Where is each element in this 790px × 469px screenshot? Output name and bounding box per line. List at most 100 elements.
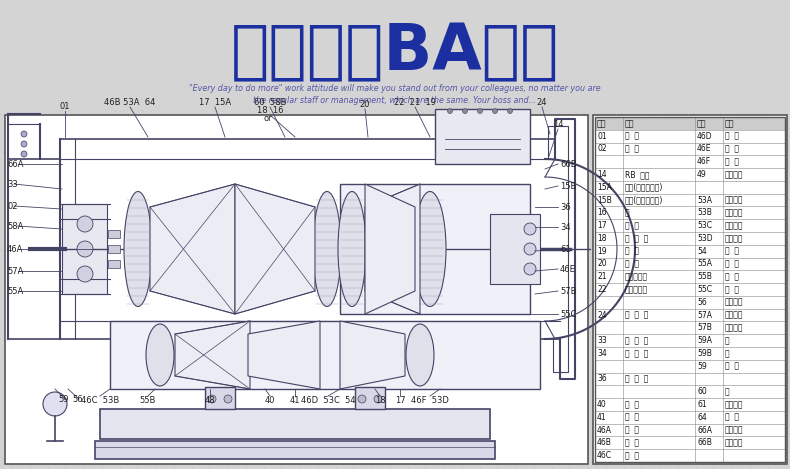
Text: 46B: 46B: [597, 439, 612, 447]
Text: 17  15A: 17 15A: [199, 98, 231, 107]
Text: 20: 20: [359, 100, 371, 109]
Text: 轴承(带轴向构限): 轴承(带轴向构限): [625, 183, 664, 192]
Text: 垫  圈: 垫 圈: [725, 272, 739, 281]
Text: 循  环  管: 循 环 管: [625, 349, 649, 358]
Polygon shape: [235, 184, 315, 314]
Circle shape: [77, 216, 93, 232]
Bar: [62, 204, 107, 294]
Circle shape: [208, 395, 216, 403]
Text: 转  子: 转 子: [625, 247, 639, 256]
Circle shape: [447, 108, 453, 113]
Text: 排  气  阀: 排 气 阀: [625, 374, 649, 384]
Text: 轴  套: 轴 套: [625, 221, 639, 230]
Text: 轴: 轴: [725, 387, 730, 396]
Text: 接  线  盒: 接 线 盒: [625, 310, 649, 319]
Text: 64: 64: [697, 413, 707, 422]
Text: 34: 34: [560, 222, 570, 232]
Text: 螺  栓: 螺 栓: [725, 132, 739, 141]
Circle shape: [492, 108, 498, 113]
Text: 55B: 55B: [697, 272, 712, 281]
Text: 序号: 序号: [697, 119, 706, 128]
Text: 46A: 46A: [7, 244, 24, 254]
Text: 机  脚: 机 脚: [625, 413, 639, 422]
Polygon shape: [340, 321, 405, 389]
Text: 盖  子: 盖 子: [725, 362, 739, 371]
Text: 57A: 57A: [7, 266, 24, 275]
Text: 66B: 66B: [560, 159, 577, 168]
Text: 61: 61: [560, 244, 570, 254]
Text: 推  力  盘: 推 力 盘: [625, 234, 649, 243]
Circle shape: [43, 392, 67, 416]
Text: 54: 54: [697, 247, 707, 256]
Text: 螺  栓: 螺 栓: [625, 451, 639, 460]
Text: 34: 34: [597, 349, 607, 358]
Ellipse shape: [414, 191, 446, 307]
Circle shape: [21, 151, 27, 157]
Text: 60  58B: 60 58B: [254, 98, 286, 107]
Text: 46E: 46E: [697, 144, 712, 153]
Circle shape: [374, 395, 382, 403]
Text: 螺  栓: 螺 栓: [725, 157, 739, 166]
Text: 18: 18: [597, 234, 607, 243]
Circle shape: [224, 395, 232, 403]
Text: 66A: 66A: [7, 159, 24, 168]
Text: 14: 14: [597, 170, 607, 179]
Text: 定子屏蔽套: 定子屏蔽套: [625, 285, 648, 294]
Text: 密封垫圈: 密封垫圈: [725, 425, 743, 435]
Text: 弹簧垫圈: 弹簧垫圈: [725, 208, 743, 217]
Text: the regular staff or management, which are the same. Your boss and...: the regular staff or management, which a…: [254, 96, 536, 105]
Text: 紧定螺钉: 紧定螺钉: [725, 170, 743, 179]
Text: 螺  栓: 螺 栓: [625, 439, 639, 447]
Text: 名称: 名称: [725, 119, 735, 128]
Text: 46D: 46D: [697, 132, 713, 141]
Text: 22  21  19: 22 21 19: [394, 98, 436, 107]
Text: 15B: 15B: [560, 182, 577, 190]
Text: or: or: [264, 114, 273, 123]
Text: 螺  栓: 螺 栓: [725, 144, 739, 153]
Ellipse shape: [313, 191, 341, 307]
Text: 24: 24: [536, 98, 547, 107]
Text: 46C: 46C: [597, 451, 612, 460]
Text: 止动垫圈: 止动垫圈: [725, 310, 743, 319]
Text: 56: 56: [72, 394, 83, 403]
Text: 56: 56: [697, 298, 707, 307]
Ellipse shape: [406, 324, 434, 386]
Text: 59: 59: [58, 394, 69, 403]
Polygon shape: [150, 184, 235, 314]
Bar: [435, 109, 530, 164]
Text: 24: 24: [597, 310, 607, 319]
Text: 40: 40: [265, 396, 275, 405]
Text: 转子屏蔽套: 转子屏蔽套: [625, 272, 648, 281]
Text: 17: 17: [395, 396, 405, 405]
Text: 02: 02: [597, 144, 607, 153]
Text: 66B: 66B: [697, 439, 712, 447]
Bar: [100, 409, 490, 439]
Text: 垫  圈: 垫 圈: [725, 259, 739, 268]
Text: 基本型（BA型）: 基本型（BA型）: [231, 21, 559, 83]
Polygon shape: [365, 184, 415, 314]
Text: 16: 16: [597, 208, 607, 217]
Text: 轴: 轴: [725, 349, 730, 358]
Bar: [108, 230, 120, 238]
Circle shape: [21, 131, 27, 137]
Bar: [205, 387, 235, 409]
Text: 59: 59: [697, 362, 707, 371]
Text: 40: 40: [597, 400, 607, 409]
Text: 密封垫圈: 密封垫圈: [725, 439, 743, 447]
Circle shape: [21, 141, 27, 147]
Text: 58A: 58A: [7, 221, 24, 230]
Text: 53B: 53B: [697, 208, 712, 217]
Text: 46E: 46E: [560, 265, 576, 273]
Text: 57B: 57B: [697, 323, 712, 333]
Text: 46C  53B: 46C 53B: [81, 396, 119, 405]
Text: 温  控  体: 温 控 体: [625, 336, 649, 345]
Circle shape: [507, 108, 513, 113]
Bar: [5, 115, 588, 464]
Text: 20: 20: [597, 259, 607, 268]
Text: 螺  栓: 螺 栓: [625, 425, 639, 435]
Text: 定  子: 定 子: [625, 259, 639, 268]
Bar: [108, 260, 120, 268]
Bar: [108, 245, 120, 253]
Bar: [110, 321, 540, 389]
Text: 调整垫圈: 调整垫圈: [725, 298, 743, 307]
